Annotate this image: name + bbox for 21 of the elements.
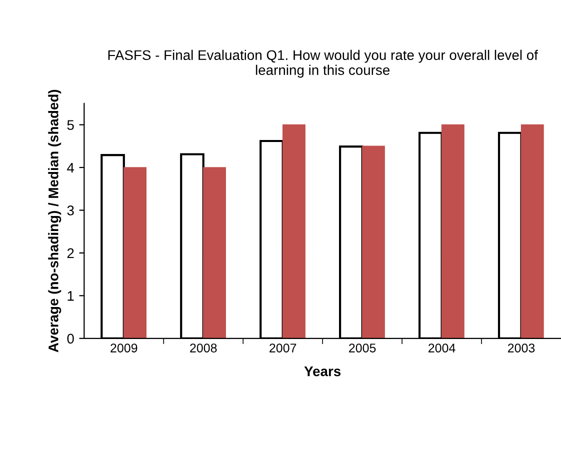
bar [441, 124, 464, 338]
y-tick-label: 0 [67, 334, 74, 344]
y-axis-title: Average (no-shading) / Median (shaded) [48, 90, 62, 352]
y-tick-label: 1 [68, 291, 74, 301]
bar [362, 146, 385, 338]
chart-title: FASFS - Final Evaluation Q1. How would you rate your overall level of learning in this course [108, 50, 538, 78]
y-tick-label: 5 [67, 120, 74, 130]
x-tick-label: 2009 [110, 344, 138, 352]
bar [203, 167, 226, 338]
bar [282, 124, 306, 338]
x-tick-label: 2007 [270, 344, 296, 352]
y-tick-label: 3 [67, 206, 74, 216]
x-tick-label: 2005 [349, 344, 376, 352]
y-tick-label: 2 [67, 248, 74, 258]
x-tick-label: 2008 [190, 344, 217, 352]
bar [124, 167, 146, 338]
bar [520, 124, 544, 338]
x-axis-title: Years [304, 366, 341, 376]
y-tick-label: 4 [67, 162, 74, 173]
x-tick-label: 2004 [428, 344, 456, 352]
x-tick-label: 2003 [508, 344, 535, 352]
